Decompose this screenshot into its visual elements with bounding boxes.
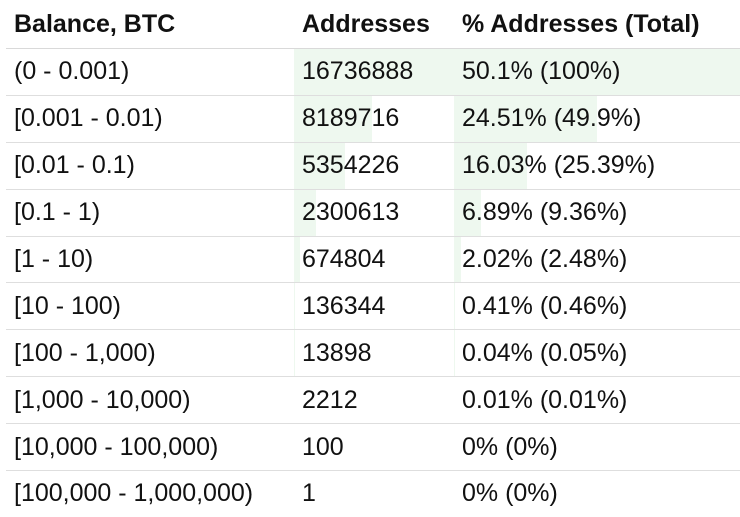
balance-label: [100 - 1,000) [14,338,156,367]
percent-cell: 2.02% (2.48%) [454,236,740,284]
balance-cell: [100 - 1,000) [6,329,294,378]
balance-cell: [0.001 - 0.01) [6,95,294,143]
percent-value: 24.51% (49.9%) [462,104,642,133]
table-row: [100 - 1,000) 13898 0.04% (0.05%) [6,329,740,378]
addresses-value: 5354226 [302,151,400,180]
addresses-bar [294,283,296,330]
percent-cell: 0.04% (0.05%) [454,329,740,378]
percent-value: 0.04% (0.05%) [462,338,628,367]
addresses-bar [294,189,316,236]
table-row: [0.01 - 0.1) 5354226 16.03% (25.39%) [6,142,740,190]
addresses-cell: 16736888 [294,48,454,96]
header-balance: Balance, BTC [6,0,294,49]
percent-bar [454,95,597,142]
addresses-value: 8189716 [302,104,400,133]
addresses-value: 16736888 [302,57,414,86]
addresses-cell: 2212 [294,376,454,425]
balance-cell: (0 - 0.001) [6,48,294,96]
percent-cell: 24.51% (49.9%) [454,95,740,143]
btc-distribution-table: Balance, BTC Addresses % Addresses (Tota… [6,0,740,517]
addresses-cell: 136344 [294,282,454,331]
addresses-value: 100 [302,432,344,461]
percent-value: 0.41% (0.46%) [462,291,628,320]
header-row: Balance, BTC Addresses % Addresses (Tota… [6,0,740,49]
balance-label: [0.001 - 0.01) [14,104,163,133]
percent-value: 2.02% (2.48%) [462,245,628,273]
balance-cell: [1 - 10) [6,236,294,284]
addresses-cell: 5354226 [294,142,454,190]
balance-label: [100,000 - 1,000,000) [14,479,254,508]
balance-label: [0.1 - 1) [14,198,101,227]
addresses-value: 2300613 [302,198,400,227]
balance-label: [10 - 100) [14,291,122,320]
addresses-cell: 2300613 [294,189,454,237]
balance-cell: [100,000 - 1,000,000) [6,471,294,517]
addresses-cell: 8189716 [294,95,454,143]
addresses-value: 136344 [302,291,386,320]
addresses-bar [294,142,346,189]
percent-cell: 6.89% (9.36%) [454,189,740,237]
table-row: (0 - 0.001) 16736888 50.1% (100%) [6,48,740,96]
percent-value: 6.89% (9.36%) [462,198,628,227]
addresses-bar [294,95,373,142]
addresses-value: 674804 [302,245,386,273]
addresses-bar [294,49,454,95]
header-percent: % Addresses (Total) [454,0,740,49]
percent-bar [454,189,481,236]
addresses-cell: 674804 [294,236,454,284]
percent-value: 16.03% (25.39%) [462,151,656,180]
percent-cell: 0.01% (0.01%) [454,376,740,425]
table-row: [1,000 - 10,000) 2212 0.01% (0.01%) [6,376,740,425]
table-row: [100,000 - 1,000,000) 1 0% (0%) [6,471,740,517]
table-row: [10 - 100) 136344 0.41% (0.46%) [6,282,740,331]
percent-bar [454,142,527,189]
percent-value: 0.01% (0.01%) [462,385,628,414]
percent-cell: 0% (0%) [454,423,740,472]
percent-cell: 16.03% (25.39%) [454,142,740,190]
percent-bar [454,49,740,95]
balance-cell: [0.1 - 1) [6,189,294,237]
addresses-value: 13898 [302,338,372,367]
balance-label: [10,000 - 100,000) [14,432,219,461]
table-row: [10,000 - 100,000) 100 0% (0%) [6,423,740,472]
balance-cell: [10,000 - 100,000) [6,423,294,472]
addresses-cell: 100 [294,423,454,472]
header-addresses: Addresses [294,0,454,49]
percent-value: 0% (0%) [462,479,558,508]
balance-cell: [10 - 100) [6,282,294,331]
percent-cell: 0.41% (0.46%) [454,282,740,331]
percent-bar [454,283,456,330]
addresses-cell: 13898 [294,329,454,378]
balance-label: (0 - 0.001) [14,57,130,86]
percent-cell: 50.1% (100%) [454,48,740,96]
balance-label: [1,000 - 10,000) [14,385,191,414]
percent-value: 0% (0%) [462,432,558,461]
addresses-cell: 1 [294,471,454,517]
addresses-bar [294,236,301,283]
balance-cell: [1,000 - 10,000) [6,376,294,425]
balance-label: [1 - 10) [14,245,94,273]
addresses-value: 1 [302,479,316,508]
percent-value: 50.1% (100%) [462,57,621,86]
table-row: [1 - 10) 674804 2.02% (2.48%) [6,236,740,284]
addresses-value: 2212 [302,385,358,414]
percent-bar [454,236,462,283]
table-row: [0.001 - 0.01) 8189716 24.51% (49.9%) [6,95,740,143]
percent-cell: 0% (0%) [454,471,740,517]
balance-label: [0.01 - 0.1) [14,151,135,180]
balance-cell: [0.01 - 0.1) [6,142,294,190]
table-row: [0.1 - 1) 2300613 6.89% (9.36%) [6,189,740,237]
